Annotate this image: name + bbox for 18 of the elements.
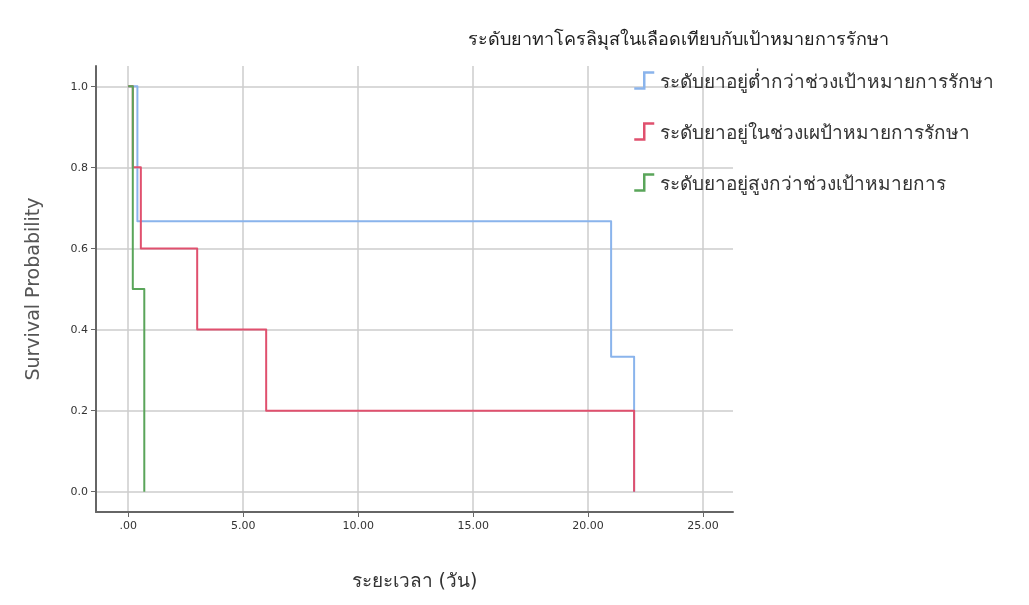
y-tick-label: 0.8 <box>70 160 88 174</box>
chart-title: ระดับยาทาโครลิมุสในเลือดเทียบกับเป้าหมายการรักษา <box>467 27 889 50</box>
x-tick-label: 25.00 <box>687 519 719 532</box>
y-tick-label: 0.2 <box>70 404 88 418</box>
x-tick-label: 15.00 <box>457 519 489 532</box>
x-tick-label: .00 <box>119 519 137 532</box>
legend-label: ระดับยาอยู่ต่ำกว่าช่วงเป้าหมายการรักษา <box>660 67 995 93</box>
x-tick-label: 5.00 <box>230 519 256 532</box>
x-tick-label: 20.00 <box>572 519 604 532</box>
legend-label: ระดับยาอยู่สูงกว่าช่วงเป้าหมายการ <box>660 171 947 195</box>
y-tick-label: 0.0 <box>70 485 88 499</box>
y-axis-title: Survival Probability <box>20 197 43 381</box>
x-axis-title: ระยะเวลา (วัน) <box>351 568 478 591</box>
x-tick-label: 10.00 <box>342 519 374 532</box>
y-tick-label: 0.6 <box>70 241 88 255</box>
legend-label: ระดับยาอยู่ในช่วงเผป้าหมายการรักษา <box>660 120 971 144</box>
y-tick-label: 1.0 <box>70 79 88 93</box>
y-tick-label: 0.4 <box>70 323 88 337</box>
